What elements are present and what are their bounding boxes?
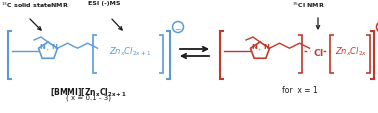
Text: $\mathbf{[BMMI][Zn_xCl_{2x+1}}$: $\mathbf{[BMMI][Zn_xCl_{2x+1}}$: [50, 85, 126, 97]
Text: $^{13}$C solid stateNMR: $^{13}$C solid stateNMR: [1, 1, 69, 10]
Text: $^+$: $^+$: [45, 48, 51, 53]
Text: N: N: [263, 44, 269, 50]
Text: N: N: [39, 44, 45, 50]
Text: $Zn_xCl_{2x+1}$: $Zn_xCl_{2x+1}$: [109, 45, 151, 58]
Text: $^{35}$Cl NMR: $^{35}$Cl NMR: [292, 1, 325, 10]
Text: N: N: [51, 44, 57, 50]
Text: $Zn_xCl_{2x}$: $Zn_xCl_{2x}$: [335, 45, 367, 58]
Text: ESI (-)MS: ESI (-)MS: [88, 1, 121, 6]
Text: $-$: $-$: [174, 23, 182, 32]
Text: $^+$: $^+$: [257, 48, 263, 53]
Text: $\mathbf{Cl}$: $\mathbf{Cl}$: [313, 46, 324, 57]
Text: N: N: [251, 44, 257, 50]
Text: for  x = 1: for x = 1: [282, 85, 318, 94]
Text: ( x = 0.1 - 3): ( x = 0.1 - 3): [65, 94, 110, 101]
